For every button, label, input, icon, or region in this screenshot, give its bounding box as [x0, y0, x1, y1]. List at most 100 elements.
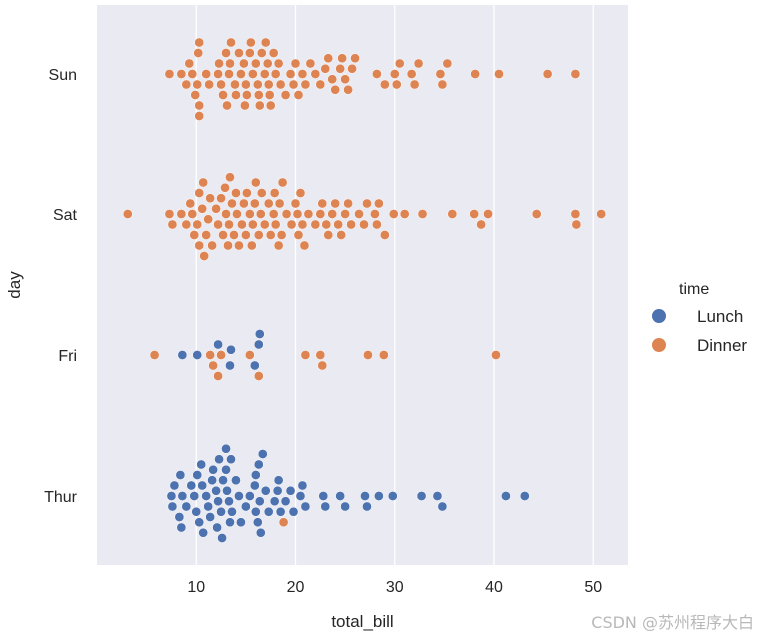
data-point [347, 63, 357, 74]
data-point [362, 501, 372, 512]
data-point [437, 501, 448, 512]
data-point [189, 491, 200, 501]
legend-title: time [679, 281, 709, 298]
legend-marker [652, 338, 666, 352]
data-point [340, 74, 350, 85]
data-point [197, 203, 208, 214]
data-point [350, 53, 360, 64]
data-point [288, 506, 299, 517]
plot-area [97, 5, 628, 565]
y-axis-label: day [5, 271, 24, 299]
data-point [303, 209, 314, 219]
data-point [295, 491, 306, 501]
data-point [321, 219, 332, 230]
data-point [372, 69, 382, 79]
data-point [363, 350, 373, 360]
data-point [300, 501, 311, 512]
data-point [221, 209, 231, 219]
data-point [330, 198, 341, 209]
data-point [177, 491, 188, 501]
data-point [310, 69, 321, 79]
data-point [164, 69, 175, 79]
data-point [239, 58, 249, 69]
data-point [476, 219, 486, 230]
data-point [253, 459, 264, 470]
data-point [197, 480, 208, 491]
data-point [297, 219, 308, 230]
data-point [224, 496, 234, 507]
data-point [263, 198, 274, 209]
data-point [212, 522, 222, 533]
data-point [300, 350, 311, 360]
data-point [494, 69, 504, 79]
data-point [269, 188, 280, 198]
data-point [315, 350, 326, 360]
x-tick-labels: 10 20 30 40 50 [187, 579, 602, 596]
data-point [343, 84, 353, 95]
data-point [280, 90, 291, 100]
data-point [149, 350, 160, 360]
data-point [205, 512, 215, 522]
data-point [224, 219, 234, 230]
data-point [242, 90, 252, 100]
data-point [320, 63, 331, 74]
data-point [571, 219, 582, 230]
data-point [470, 69, 480, 79]
data-point [335, 63, 346, 74]
data-point [501, 491, 511, 501]
data-point [278, 517, 289, 528]
data-point [176, 522, 187, 533]
data-point [254, 329, 265, 339]
data-point [203, 214, 214, 225]
data-point [327, 209, 338, 219]
y-tick-label: Sat [53, 207, 78, 224]
data-point [192, 470, 203, 480]
data-point [196, 459, 207, 470]
watermark: CSDN @苏州程序大白 [591, 613, 754, 632]
data-point [255, 209, 266, 219]
data-point [174, 512, 185, 522]
data-point [213, 69, 223, 79]
data-point [245, 491, 255, 501]
data-point [249, 198, 260, 209]
data-point [167, 219, 178, 230]
data-point [340, 501, 350, 512]
data-point [265, 230, 276, 240]
data-point [379, 79, 390, 90]
data-point [231, 475, 241, 486]
data-point [214, 454, 224, 465]
data-point [242, 188, 252, 198]
data-point [275, 79, 286, 90]
data-point [194, 37, 205, 48]
data-point [177, 350, 188, 360]
data-point [207, 240, 217, 251]
data-points [122, 37, 607, 543]
data-point [213, 219, 223, 230]
data-point [227, 198, 237, 209]
data-point [256, 188, 267, 198]
data-point [310, 219, 321, 230]
data-point [297, 480, 308, 491]
data-point [370, 209, 380, 219]
data-point [223, 240, 233, 251]
data-point [320, 501, 331, 512]
data-point [259, 219, 270, 230]
data-point [250, 506, 261, 517]
data-point [252, 79, 263, 90]
data-point [194, 100, 205, 111]
data-point [194, 517, 205, 528]
data-point [216, 79, 226, 90]
data-point [249, 480, 260, 491]
data-point [323, 53, 334, 64]
data-point [254, 496, 265, 507]
data-point [232, 209, 242, 219]
data-point [241, 230, 251, 240]
data-point [192, 79, 203, 90]
data-point [542, 69, 553, 79]
data-point [213, 339, 223, 350]
data-point [379, 230, 390, 240]
data-point [236, 69, 246, 79]
data-point [250, 58, 261, 69]
legend-label: Lunch [697, 307, 743, 326]
data-point [318, 491, 329, 501]
